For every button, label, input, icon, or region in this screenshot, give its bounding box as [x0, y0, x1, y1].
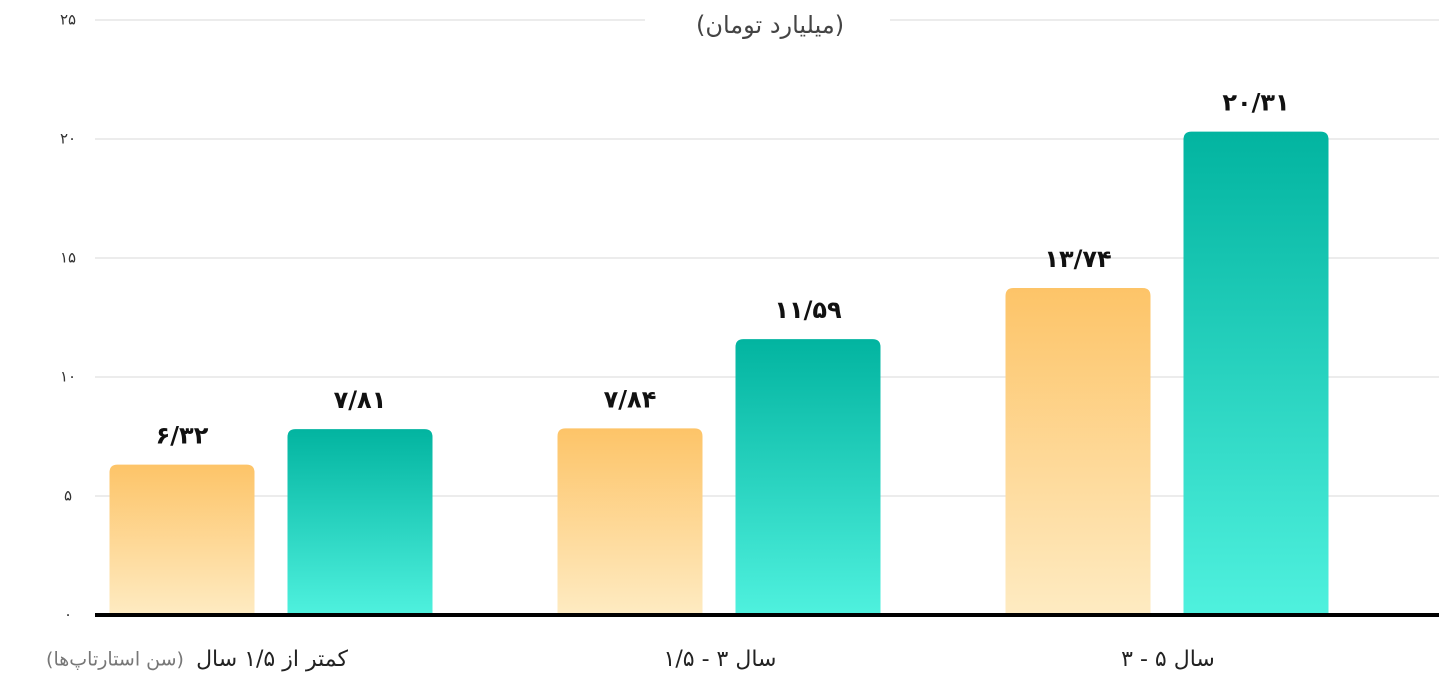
y-tick-label: ۲۰ [60, 130, 76, 148]
bar [287, 429, 433, 615]
bar [109, 464, 255, 615]
y-tick-label: ۵ [64, 487, 72, 505]
bar [1005, 287, 1151, 615]
y-tick-label: ۲۵ [60, 11, 76, 29]
x-tick-label: ۱/۵ - ۳ سال [664, 647, 777, 672]
bar [735, 339, 881, 615]
chart-title: (میلیارد تومان) [696, 11, 844, 39]
x-tick-label: ۳ - ۵ سال [1121, 647, 1215, 672]
x-axis-label: (سن استارتاپ‌ها) [46, 649, 184, 671]
value-label: ۲۰/۳۱ [1222, 89, 1289, 117]
value-label: ۷/۸۱ [334, 386, 387, 414]
bar [1183, 131, 1329, 615]
value-label: ۱۳/۷۴ [1044, 245, 1111, 273]
x-tick-label: کمتر از ۱/۵ سال [196, 647, 348, 672]
y-tick-label: ۱۰ [60, 368, 76, 386]
value-label: ۷/۸۴ [604, 385, 657, 413]
bar [557, 428, 703, 615]
y-tick-label: ۰ [64, 606, 72, 624]
y-tick-label: ۱۵ [60, 249, 76, 267]
value-label: ۱۱/۵۹ [774, 296, 842, 324]
title-bg [645, 5, 890, 45]
value-label: ۶/۳۲ [156, 422, 209, 450]
